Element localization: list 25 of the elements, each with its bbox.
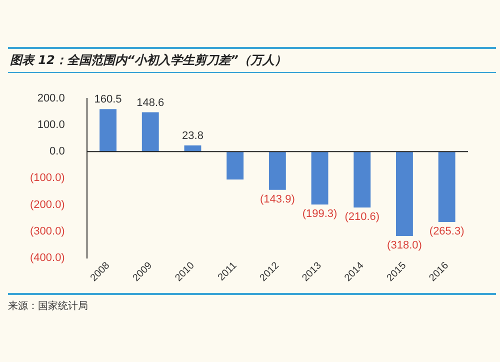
source-note: 来源：国家统计局 (8, 293, 496, 313)
y-tick-label: (100.0) (30, 172, 65, 184)
chart-title: 图表 12：全国范围内“小初入学生剪刀差”（万人） (8, 47, 496, 73)
data-label: (143.9) (260, 193, 295, 206)
data-label: (210.6) (344, 211, 380, 224)
data-label: (318.0) (387, 240, 422, 252)
y-tick-label: (300.0) (30, 225, 65, 238)
data-label: (265.3) (429, 226, 464, 238)
data-label: 23.8 (182, 130, 204, 142)
bar (311, 152, 328, 205)
bar (438, 152, 456, 222)
y-tick-label: 200.0 (37, 92, 65, 105)
bar (226, 152, 244, 180)
bar (100, 109, 116, 152)
data-label: (199.3) (302, 208, 338, 220)
bar (396, 152, 413, 236)
y-tick-label: (200.0) (30, 198, 65, 211)
data-label: 160.5 (94, 94, 122, 106)
bar (268, 152, 286, 190)
bar (142, 112, 159, 152)
y-tick-label: 0.0 (50, 146, 65, 158)
bar (354, 152, 371, 208)
y-tick-label: 100.0 (37, 119, 65, 132)
y-tick-label: (400.0) (30, 252, 65, 264)
data-label: 148.6 (136, 96, 164, 109)
